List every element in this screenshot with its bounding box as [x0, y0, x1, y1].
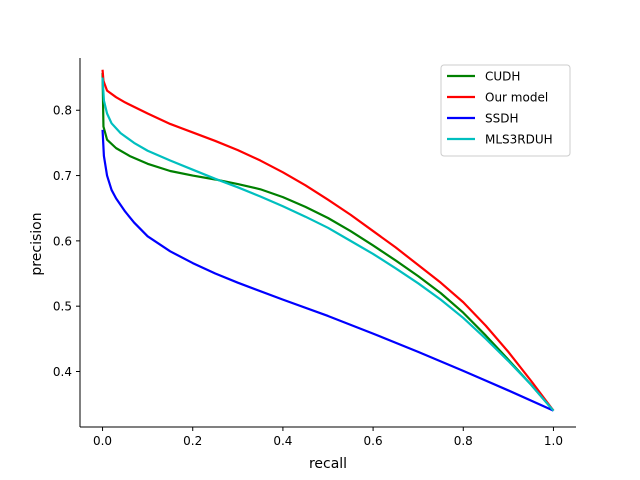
series-line-cudh [101, 73, 555, 412]
axes [79, 58, 576, 428]
legend-entry-label: Our model [485, 91, 548, 105]
legend-entry-label: CUDH [485, 70, 520, 84]
legend-entry-label: SSDH [485, 112, 519, 126]
x-tick-label: 0.8 [454, 434, 473, 448]
y-tick-label: 0.5 [53, 300, 72, 314]
series-line-ssdh [101, 129, 554, 412]
y-tick-label: 0.7 [53, 169, 72, 183]
y-axis-ticks: 0.4 0.5 0.6 0.7 0.8 [53, 104, 80, 379]
series-line-our-model [101, 69, 555, 412]
series-line-mls3rduh [101, 77, 555, 412]
legend-box [440, 64, 571, 157]
plot-lines [101, 69, 555, 412]
y-tick-label: 0.8 [53, 104, 72, 118]
y-tick-label: 0.4 [53, 365, 72, 379]
x-tick-label: 0.6 [364, 434, 383, 448]
y-axis-label: precision [29, 212, 45, 275]
x-axis-label: recall [309, 456, 347, 472]
x-tick-label: 1.0 [544, 434, 563, 448]
legend-entry-label: MLS3RDUH [485, 133, 553, 147]
legend: CUDH Our model SSDH MLS3RDUH [440, 64, 571, 157]
x-axis-ticks: 0.0 0.2 0.4 0.6 0.8 1.0 [93, 427, 563, 448]
x-tick-label: 0.0 [93, 434, 112, 448]
x-tick-label: 0.2 [183, 434, 202, 448]
y-tick-label: 0.6 [53, 234, 72, 248]
x-tick-label: 0.4 [273, 434, 292, 448]
